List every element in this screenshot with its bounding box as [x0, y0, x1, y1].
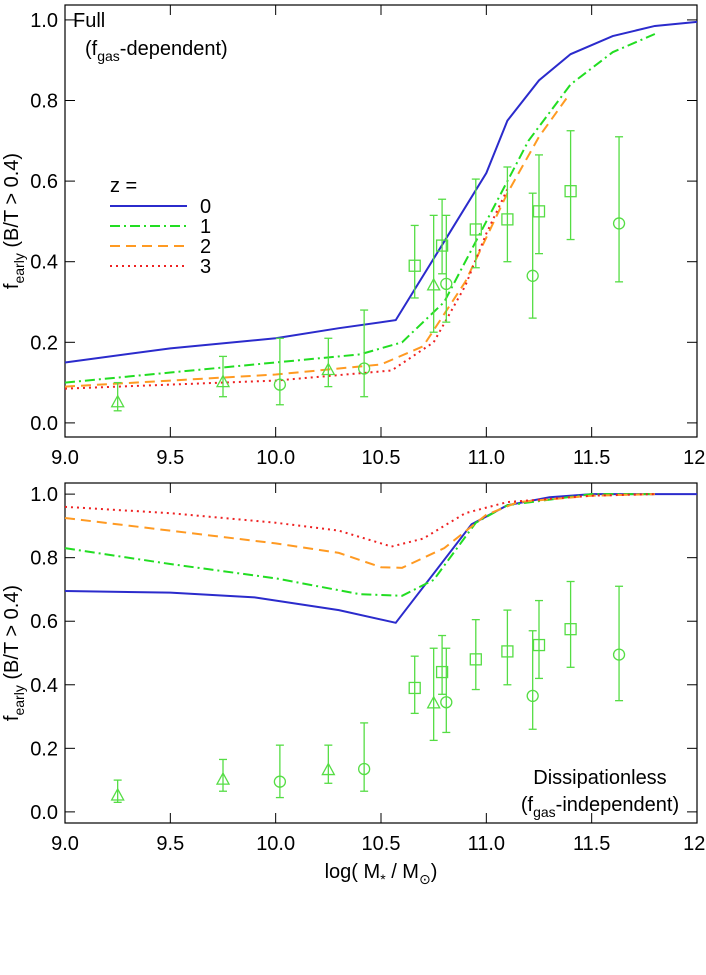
marker-square	[532, 638, 546, 652]
y-tick-label: 0.2	[30, 332, 58, 354]
marker-triangle	[215, 374, 231, 388]
annotation-label: (fgas-independent)	[521, 794, 679, 820]
marker-circle	[273, 378, 287, 391]
marker-square	[469, 223, 482, 236]
marker-square	[532, 205, 546, 218]
marker-triangle	[426, 695, 441, 709]
text-part: f	[1, 283, 23, 289]
x-tick-label: 9.0	[51, 833, 79, 855]
x-tick-label: 11.5	[573, 833, 610, 855]
text-part: log( M	[325, 861, 381, 883]
text-part: (B/T > 0.4)	[1, 153, 23, 253]
marker-square	[435, 665, 449, 679]
marker-circle	[440, 277, 453, 291]
text-part: f	[1, 715, 23, 721]
model-line	[64, 33, 656, 384]
y-tick-label: 0.8	[30, 548, 58, 570]
x-tick-label: 9.5	[156, 447, 184, 469]
x-tick-label: 9.5	[156, 833, 184, 855]
y-tick-label: 0.4	[30, 252, 58, 274]
subscript: gas	[533, 804, 556, 820]
subscript: early	[11, 685, 27, 715]
y-tick-label: 0.2	[30, 738, 58, 760]
y-tick-label: 0.0	[30, 802, 58, 824]
marker-square	[501, 213, 514, 226]
marker-circle	[357, 762, 371, 776]
marker-triangle	[426, 277, 441, 291]
marker-circle	[526, 269, 539, 282]
text-part: / M	[386, 861, 419, 883]
marker-circle	[273, 775, 287, 788]
marker-square	[435, 239, 449, 252]
y-tick-label: 0.8	[30, 91, 58, 113]
marker-circle	[526, 689, 539, 703]
model-line	[64, 493, 655, 548]
model-line	[64, 20, 698, 364]
y-tick-label: 0.0	[30, 413, 58, 435]
text-part: -dependent)	[120, 38, 228, 60]
y-axis-label: fearly (B/T > 0.4)	[1, 585, 27, 721]
x-tick-label: 10.5	[362, 447, 401, 469]
y-tick-label: 0.4	[30, 675, 58, 697]
text-part: (f	[521, 794, 534, 816]
x-tick-label: 10.5	[362, 833, 401, 855]
model-line	[64, 493, 697, 624]
marker-triangle	[110, 787, 125, 801]
marker-circle	[357, 362, 371, 375]
marker-square	[408, 259, 421, 272]
marker-circle	[612, 648, 626, 661]
marker-square	[469, 653, 482, 666]
model-line	[64, 97, 568, 388]
annotation-label: (fgas-dependent)	[85, 38, 228, 64]
marker-circle	[612, 217, 626, 230]
y-axis-label: fearly (B/T > 0.4)	[1, 153, 27, 289]
marker-triangle	[215, 771, 231, 785]
text-part: )	[431, 861, 438, 883]
legend-title: z =	[110, 175, 137, 197]
text-part: (f	[85, 38, 98, 60]
x-axis-label: log( M* / M⊙)	[325, 861, 438, 887]
annotation-title: Dissipationless	[533, 767, 666, 789]
x-tick-label: 9.0	[51, 447, 79, 469]
model-line	[64, 188, 509, 390]
model-line	[64, 493, 655, 569]
text-part: (B/T > 0.4)	[1, 585, 23, 685]
plot-frame	[64, 4, 698, 438]
legend-label: 2	[200, 236, 211, 258]
y-tick-label: 0.6	[30, 611, 58, 633]
marker-circle	[440, 696, 453, 709]
marker-square	[501, 645, 514, 658]
subscript: early	[11, 253, 27, 283]
subscript: ⊙	[419, 871, 431, 887]
annotation-title: Full	[73, 10, 105, 32]
y-tick-label: 1.0	[30, 10, 58, 32]
x-tick-label: 11.0	[468, 447, 505, 469]
x-tick-label: 12.	[683, 447, 706, 469]
marker-triangle	[110, 394, 125, 408]
y-tick-label: 1.0	[30, 484, 58, 506]
plot-frame	[64, 482, 698, 824]
x-tick-label: 11.0	[468, 833, 505, 855]
marker-triangle	[321, 762, 336, 776]
marker-triangle	[321, 362, 336, 376]
marker-square	[564, 185, 577, 198]
marker-square	[408, 681, 421, 695]
x-tick-label: 11.5	[573, 447, 610, 469]
x-tick-label: 12.	[683, 833, 706, 855]
legend-label: 0	[200, 196, 211, 218]
y-tick-label: 0.6	[30, 171, 58, 193]
subscript: *	[380, 871, 386, 887]
text-part: -independent)	[556, 794, 679, 816]
model-line	[64, 493, 655, 597]
marker-square	[564, 623, 577, 636]
legend-label: 1	[200, 216, 211, 238]
legend-label: 3	[200, 256, 211, 278]
x-tick-label: 10.0	[256, 833, 295, 855]
subscript: gas	[97, 48, 120, 64]
x-tick-label: 10.0	[256, 447, 295, 469]
